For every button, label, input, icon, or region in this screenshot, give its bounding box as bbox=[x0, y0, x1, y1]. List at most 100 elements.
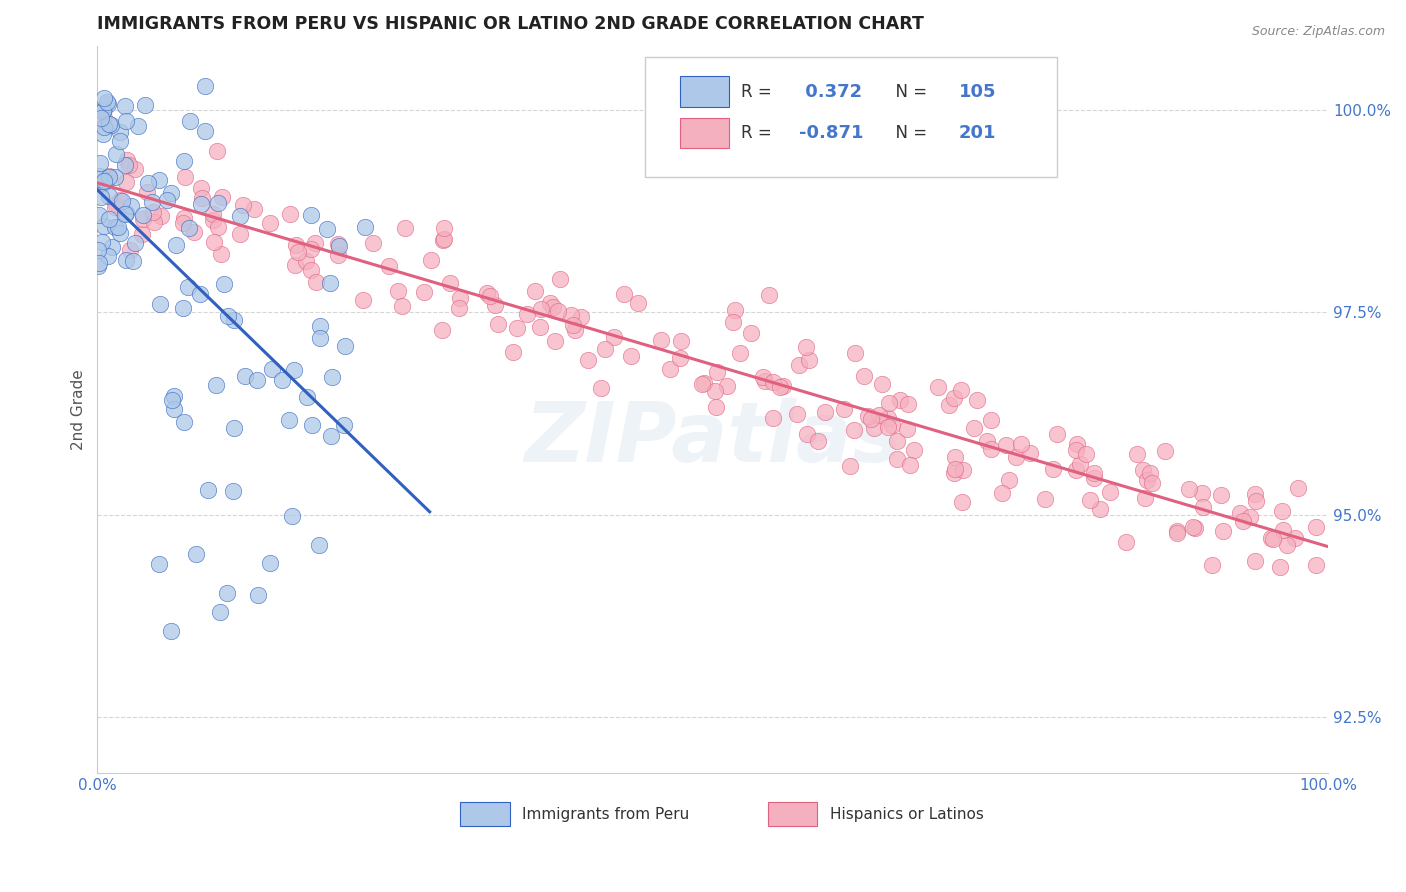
Point bbox=[1272, 523, 1295, 537]
Point bbox=[177, 280, 200, 294]
Point bbox=[134, 97, 156, 112]
Point bbox=[308, 538, 330, 552]
Point bbox=[114, 158, 136, 172]
Point bbox=[124, 161, 146, 176]
Point bbox=[183, 225, 205, 239]
Point bbox=[305, 275, 328, 289]
Point bbox=[378, 259, 401, 273]
Text: ZIPatlas: ZIPatlas bbox=[524, 398, 901, 479]
Point bbox=[149, 297, 172, 311]
Point bbox=[222, 483, 245, 498]
Point bbox=[796, 427, 818, 442]
Text: 201: 201 bbox=[959, 124, 997, 142]
Point bbox=[197, 483, 219, 497]
Point bbox=[98, 212, 121, 227]
Point bbox=[1033, 492, 1056, 507]
Point bbox=[97, 169, 120, 184]
Point bbox=[278, 207, 301, 221]
Point bbox=[786, 408, 808, 422]
Point bbox=[163, 389, 186, 403]
Point bbox=[561, 318, 583, 333]
Text: Hispanics or Latinos: Hispanics or Latinos bbox=[830, 807, 984, 822]
Point bbox=[880, 417, 903, 432]
Point bbox=[807, 434, 830, 448]
Point bbox=[564, 322, 586, 336]
Point bbox=[844, 346, 866, 360]
Point bbox=[259, 556, 281, 570]
Point bbox=[91, 235, 114, 249]
Point bbox=[326, 248, 349, 262]
Point bbox=[295, 390, 318, 404]
Point bbox=[870, 376, 893, 391]
Point bbox=[1181, 519, 1204, 533]
Point bbox=[165, 238, 187, 252]
Point bbox=[560, 308, 582, 322]
Point bbox=[478, 289, 501, 303]
Point bbox=[87, 255, 110, 269]
Point bbox=[108, 134, 131, 148]
Point bbox=[93, 111, 115, 125]
Point bbox=[943, 450, 966, 464]
Point bbox=[321, 370, 343, 384]
Point bbox=[787, 358, 810, 372]
Point bbox=[301, 417, 323, 432]
Point bbox=[315, 222, 337, 236]
Text: R =: R = bbox=[741, 124, 778, 142]
Point bbox=[704, 400, 727, 414]
Point bbox=[530, 301, 553, 316]
Point bbox=[246, 373, 269, 387]
Point bbox=[898, 458, 921, 472]
Point bbox=[950, 495, 973, 509]
Point bbox=[108, 226, 131, 240]
Point bbox=[1088, 502, 1111, 516]
Point bbox=[104, 219, 127, 234]
Point bbox=[233, 368, 256, 383]
Point bbox=[692, 377, 714, 392]
Point bbox=[569, 310, 592, 325]
Point bbox=[1211, 488, 1233, 502]
Point bbox=[262, 362, 284, 376]
Point bbox=[877, 420, 900, 434]
Point bbox=[1064, 463, 1087, 477]
Point bbox=[430, 323, 453, 337]
FancyBboxPatch shape bbox=[460, 803, 509, 827]
Point bbox=[1046, 427, 1069, 442]
Point bbox=[1229, 506, 1251, 520]
Point bbox=[114, 253, 136, 268]
Point bbox=[271, 372, 294, 386]
Point bbox=[813, 405, 835, 419]
Point bbox=[548, 272, 571, 286]
Point bbox=[104, 169, 127, 184]
Point bbox=[994, 437, 1017, 451]
Point bbox=[97, 117, 120, 131]
Point bbox=[87, 244, 110, 258]
Text: 0.372: 0.372 bbox=[799, 83, 862, 101]
Point bbox=[309, 331, 332, 345]
Point bbox=[242, 202, 264, 216]
Point bbox=[1284, 531, 1306, 545]
Point bbox=[173, 153, 195, 168]
Point bbox=[127, 119, 149, 133]
Point bbox=[1136, 473, 1159, 487]
FancyBboxPatch shape bbox=[679, 118, 728, 148]
Point bbox=[173, 416, 195, 430]
Point bbox=[1069, 458, 1091, 472]
Point bbox=[832, 402, 855, 417]
Point bbox=[101, 240, 124, 254]
Point bbox=[173, 211, 195, 226]
Point bbox=[209, 605, 232, 619]
Text: N =: N = bbox=[884, 83, 932, 101]
Point bbox=[952, 463, 974, 477]
Point bbox=[886, 434, 908, 448]
Point bbox=[309, 319, 332, 334]
Text: R =: R = bbox=[741, 83, 778, 101]
Point bbox=[1080, 493, 1102, 508]
Point bbox=[449, 291, 471, 305]
Point bbox=[114, 99, 136, 113]
Point bbox=[1066, 437, 1088, 451]
Point bbox=[1132, 463, 1154, 477]
Point bbox=[897, 397, 920, 411]
Point bbox=[860, 412, 883, 426]
Point bbox=[1042, 461, 1064, 475]
Point bbox=[143, 215, 166, 229]
